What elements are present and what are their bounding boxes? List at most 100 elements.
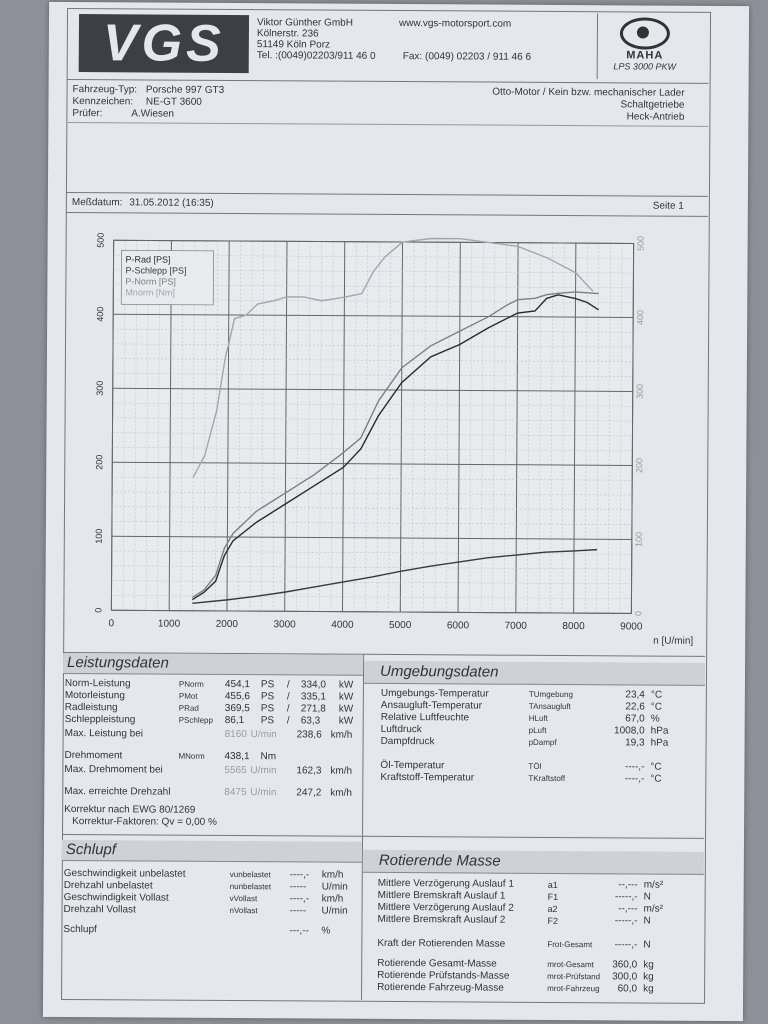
masse-unit: m/s² [643, 903, 664, 915]
grid-line-x [353, 241, 357, 612]
grid-line-x [284, 241, 288, 612]
grid-line-y [112, 432, 633, 437]
leistung-label: Motorleistung [64, 689, 125, 702]
grid-line-x [296, 241, 299, 612]
maha-brand: MAHA [626, 49, 664, 62]
y-tick-label-left: 100 [94, 529, 104, 544]
grid-line-x [376, 241, 380, 612]
leistung-unit-ps: PS [260, 691, 275, 703]
legend-box [120, 249, 214, 306]
max-power-speed: 238,6 [296, 729, 322, 741]
tester-row: Prüfer: A.Wiesen [72, 108, 174, 121]
rot-mass-value: 360,0 [612, 959, 638, 971]
max-power-label: Max. Leistung bei [64, 727, 144, 740]
schlupf-symbol: vVollast [229, 893, 258, 904]
company-city: 51149 Köln Porz [256, 39, 331, 51]
correction-factor: Korrektur-Faktoren: Qv = 0,00 % [72, 816, 217, 828]
tester-label: Prüfer: [72, 108, 103, 120]
grid-line-y [112, 461, 633, 466]
schlupf-symbol: nVollast [229, 905, 258, 916]
masse-header: Rotierende Masse [362, 849, 704, 875]
umgebung-value: 67,0 [625, 713, 645, 725]
leistung-label: Norm-Leistung [64, 677, 131, 690]
umgebung-label: Öl-Temperatur [380, 759, 445, 772]
schlupf-value: ----,- [289, 893, 310, 905]
schlupf-total-label: Schlupf [63, 923, 97, 936]
umgebung-header: Umgebungsdaten [363, 660, 706, 686]
company-name: Viktor Günther GmbH [256, 17, 353, 29]
grid-line-y [113, 328, 634, 333]
drive-type: Heck-Antrieb [626, 111, 685, 123]
vehicle-type-value: Porsche 997 GT3 [145, 84, 225, 96]
x-axis-label: n [U/min] [653, 636, 693, 647]
max-power-rpm: 8160 [224, 728, 247, 741]
company-web: www.vgs-motorsport.com [399, 18, 511, 30]
rot-force-unit: N [643, 939, 651, 951]
leistung-symbol: PMot [178, 691, 198, 701]
rot-force-value: -----,- [614, 939, 638, 951]
leistung-unit-ps: PS [260, 715, 275, 727]
y-tick-label-right: 100 [634, 532, 644, 547]
umgebung-label: Dampfdruck [380, 735, 435, 748]
series-line [191, 291, 599, 599]
leistung-symbol: PNorm [178, 679, 204, 689]
maha-model: LPS 3000 PKW [613, 61, 677, 72]
grid-line-y [111, 550, 632, 555]
umgebung-value: 1008,0 [614, 725, 645, 737]
page-number: Seite 1 [652, 200, 684, 212]
x-tick-label: 4000 [331, 620, 354, 631]
leistung-symbol: PRad [178, 703, 199, 713]
series-line [192, 548, 598, 605]
umgebung-symbol: pDampf [528, 737, 557, 747]
masse-symbol: a2 [547, 903, 558, 914]
grid-line-x [411, 242, 415, 613]
grid-line-x [434, 242, 438, 613]
legend-entry: P-Norm [PS] [125, 276, 176, 286]
schlupf-value: ----,- [289, 869, 310, 881]
max-rpm-value: 8475 [224, 786, 247, 799]
masse-label: Mittlere Verzögerung Auslauf 1 [377, 877, 514, 890]
schlupf-value: ----- [289, 881, 307, 893]
power-chart: 0 1000 2000 3000 4000 5000 6000 7000 8000 9000001… [93, 233, 693, 647]
max-power-speed-unit: km/h [330, 729, 353, 741]
x-tick-label: 5000 [389, 620, 412, 631]
tester-value: A.Wiesen [131, 108, 175, 120]
umgebung-label: Luftdruck [380, 723, 422, 736]
measure-date-value: 31.05.2012 (16:35) [129, 197, 214, 209]
company-phone: Tel. :(0049)02203/911 46 0 [256, 50, 376, 62]
rot-mass-value: 300,0 [612, 971, 638, 983]
masse-label: Mittlere Bremskraft Auslauf 1 [377, 889, 506, 902]
umgebung-symbol: TAnsaugluft [528, 701, 571, 712]
umgebung-unit: hPa [650, 725, 669, 737]
grid-line-x [388, 241, 392, 612]
schlupf-value: ----- [289, 905, 307, 917]
masse-unit: N [643, 915, 651, 927]
grid-line-y [112, 373, 633, 377]
max-torque-rpm-unit: U/min [250, 765, 277, 777]
grid-line-x [608, 243, 611, 614]
leistung-title: Leistungsdaten [67, 653, 169, 672]
masse-label: Mittlere Verzögerung Auslauf 2 [377, 901, 514, 914]
leistung-label: Schleppleistung [64, 713, 136, 726]
leistung-unit-kw: kW [338, 703, 354, 715]
grid-line-y [111, 521, 632, 525]
grid-line-x [399, 242, 404, 613]
torque-value: 438,1 [224, 750, 250, 763]
y-tick-label-right: 400 [635, 310, 645, 325]
max-torque-rpm: 5565 [224, 764, 247, 777]
masse-unit: N [643, 891, 651, 903]
y-tick-label-right: 200 [634, 458, 644, 473]
vehicle-plate-value: NE-GT 3600 [145, 96, 202, 108]
max-rpm-speed-unit: km/h [330, 787, 352, 799]
maha-logo-box: MAHA LPS 3000 PKW [596, 13, 693, 80]
grid-line-y [112, 476, 633, 481]
maha-eye-icon [619, 17, 671, 50]
masse-value: -----,- [614, 915, 638, 927]
grid-line-y [113, 239, 634, 244]
umgebung-label: Umgebungs-Temperatur [380, 687, 489, 700]
leistung-value-kw: 271,8 [300, 703, 326, 715]
rot-mass-unit: kg [643, 971, 654, 983]
y-tick-label-left: 0 [93, 608, 103, 613]
leistung-unit-kw: kW [338, 691, 354, 703]
x-tick-label: 2000 [216, 619, 239, 630]
